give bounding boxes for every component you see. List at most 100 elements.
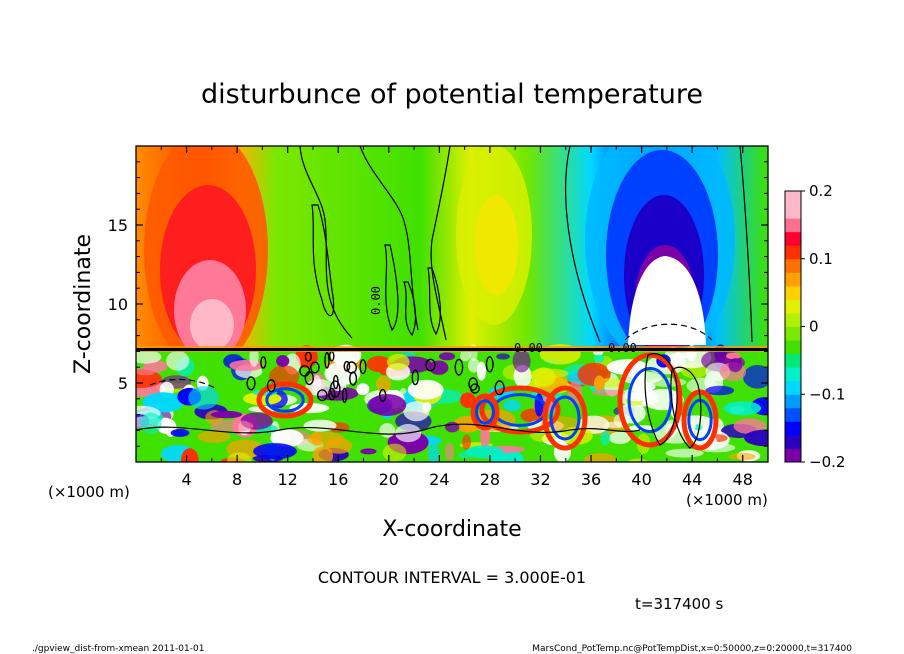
- small-contour: [332, 374, 339, 390]
- turbulence-patch: [210, 410, 243, 419]
- x-tick-label: 44: [682, 470, 702, 489]
- turbulence-patch: [136, 350, 162, 364]
- turbulence-patch: [496, 353, 510, 360]
- swirl-ring: [549, 395, 581, 441]
- colorbar-tick-label: 0.1: [809, 250, 833, 268]
- turbulence-patch: [628, 381, 656, 392]
- turbulence-patch: [428, 442, 440, 462]
- turbulence-patch: [227, 452, 252, 462]
- turbulence-patch: [209, 419, 254, 433]
- turbulence-patch: [512, 349, 531, 373]
- turbulence-patch: [628, 458, 648, 462]
- contour-line-loop-2: [670, 366, 702, 449]
- small-contour: [310, 361, 320, 374]
- turbulence-patch: [592, 389, 626, 397]
- interface-line: [136, 348, 768, 351]
- turbulence-patch: [476, 361, 487, 381]
- x-tick-label: 48: [733, 470, 753, 489]
- contour-label: 0.00: [608, 341, 637, 355]
- contour-lines: [136, 146, 753, 449]
- warm-plume-peak: [190, 299, 234, 351]
- swirl-ring: [256, 381, 314, 419]
- colorbar-segment: [785, 285, 801, 300]
- x-tick-label: 40: [631, 470, 651, 489]
- x-tick-label: 20: [379, 470, 399, 489]
- x-tick-label: 4: [181, 470, 191, 489]
- turbulence-patch: [705, 385, 735, 396]
- swirl-ring: [265, 387, 305, 413]
- small-contour: [411, 369, 419, 386]
- swirl-ring: [627, 367, 673, 433]
- small-contour: [260, 356, 267, 369]
- colorbar-segment: [785, 312, 801, 327]
- colorbar-segment: [785, 231, 801, 246]
- colorbar-segment: [785, 421, 801, 436]
- small-contour: [304, 351, 312, 362]
- turbulence-patch: [728, 452, 756, 461]
- chart-title: disturbunce of potential temperature: [201, 79, 703, 110]
- turbulence-patch: [140, 412, 162, 435]
- turbulence-patch: [366, 355, 392, 373]
- swirl-ring: [479, 385, 561, 435]
- turbulence-patch: [303, 419, 337, 432]
- turbulence-patch: [642, 388, 684, 411]
- x-tick-label: 12: [278, 470, 298, 489]
- turbulence-patch: [460, 392, 476, 409]
- small-contour: [359, 359, 367, 375]
- colorbar-segment: [785, 380, 801, 395]
- colorbar-segment: [785, 204, 801, 219]
- turbulence-patch: [276, 355, 290, 367]
- colorbar-tick-label: −0.2: [809, 453, 845, 471]
- y-tick-label: 5: [118, 374, 128, 393]
- contour-line-lower: [136, 423, 641, 435]
- turbulence-patch: [439, 352, 456, 361]
- turbulence-patch: [170, 428, 190, 437]
- turbulence-patch: [462, 434, 471, 450]
- small-contour: [494, 380, 505, 396]
- swirl-ring: [542, 385, 588, 451]
- small-contour: [299, 365, 311, 377]
- turbulence-patch: [382, 443, 407, 462]
- x-tick-label: 8: [232, 470, 242, 489]
- colorbar-segment: [785, 326, 801, 341]
- small-contour: [346, 361, 358, 374]
- colorbar-segment: [785, 394, 801, 409]
- turbulence-patch: [229, 359, 264, 372]
- contour-line-left-plume: [299, 146, 353, 339]
- time-stamp: t=317400 s: [635, 595, 723, 613]
- turbulence-patch: [531, 367, 556, 387]
- contour-line-finger-4: [427, 267, 441, 336]
- colorbar-segment: [785, 245, 801, 260]
- colorbar-segment: [785, 218, 801, 233]
- contour-label: 0.00: [369, 286, 383, 315]
- turbulence-patch: [356, 383, 370, 396]
- turbulence-patch: [180, 448, 199, 462]
- plot-field: 0.00 0.00 0.00: [136, 146, 768, 462]
- turbulence-patch: [188, 386, 219, 410]
- colorbar-segment: [785, 272, 801, 287]
- small-contour: [328, 387, 336, 401]
- contour-label: 0.00: [514, 341, 543, 355]
- lower-turbulence: [136, 344, 768, 462]
- turbulence-patch: [459, 350, 471, 362]
- y-tick-label: 10: [108, 295, 128, 314]
- swirl-ring: [475, 399, 495, 425]
- colorbar-tick-label: −0.1: [809, 385, 845, 403]
- turbulence-patch: [600, 430, 611, 446]
- contour-line-finger-1: [311, 204, 335, 317]
- turbulence-patch: [136, 367, 156, 376]
- turbulence-patch: [444, 442, 455, 461]
- x-tick-label: 16: [328, 470, 348, 489]
- colorbar-tick-label: 0: [809, 318, 819, 336]
- contour-line-finger-3: [403, 281, 417, 337]
- contour-labels: 0.00 0.00 0.00: [369, 286, 637, 355]
- contour-line-center-right: [430, 146, 451, 341]
- contour-line-plume-boundary-right: [739, 146, 753, 343]
- colorbar-segment: [785, 258, 801, 273]
- x-unit-right: (×1000 m): [686, 491, 768, 509]
- colorbar-segment: [785, 353, 801, 368]
- yellow-core: [474, 195, 518, 295]
- contour-line-finger-2: [384, 244, 399, 332]
- y-axis-label: Z-coordinate: [71, 234, 96, 374]
